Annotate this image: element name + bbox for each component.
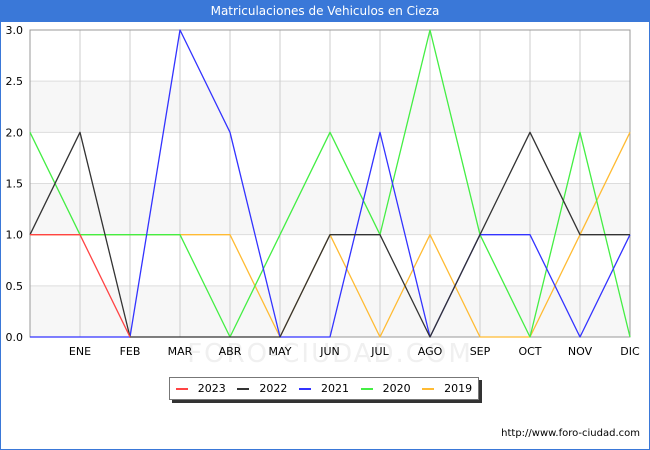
legend-item-2021: 2021 — [298, 382, 349, 395]
x-tick-label: SEP — [470, 345, 491, 358]
legend-item-2022: 2022 — [237, 382, 287, 395]
footer-url: http://www.foro-ciudad.com — [501, 428, 640, 439]
series-line-2020 — [29, 29, 631, 338]
x-axis-ticks: ENE FEB MAR ABR MAY JUN JUL AGO SEP OCT NOV DIC — [69, 345, 640, 358]
legend-swatch — [422, 387, 435, 390]
legend-label: 2019 — [444, 382, 473, 395]
watermark: FORO-CIUDAD.COM — [187, 339, 473, 369]
y-tick-label: 3.0 — [6, 24, 24, 37]
x-tick-label: JUL — [370, 345, 389, 358]
y-axis-ticks: 0.0 0.5 1.0 1.5 2.0 2.5 3.0 — [6, 24, 24, 344]
legend-swatch — [298, 387, 311, 390]
legend-item-2019: 2019 — [422, 382, 472, 395]
x-tick-label: JUN — [319, 345, 340, 358]
legend-label: 2021 — [320, 382, 349, 395]
x-tick-label: ABR — [219, 345, 242, 358]
y-tick-label: 0.0 — [6, 331, 24, 344]
legend: 2023 2022 2021 2020 2019 — [169, 377, 479, 400]
x-tick-label: MAY — [269, 345, 292, 358]
x-tick-label: DIC — [620, 345, 640, 358]
y-tick-label: 2.0 — [6, 126, 24, 139]
legend-swatch — [175, 387, 188, 390]
y-tick-label: 1.5 — [6, 178, 24, 191]
x-tick-label: NOV — [568, 345, 593, 358]
x-tick-label: ENE — [69, 345, 91, 358]
legend-swatch — [237, 387, 250, 390]
x-tick-label: MAR — [168, 345, 193, 358]
series-line-2023 — [30, 234, 131, 338]
legend-item-2020: 2020 — [360, 382, 411, 395]
legend-label: 2020 — [382, 382, 411, 395]
x-tick-label: AGO — [418, 345, 443, 358]
x-tick-label: OCT — [518, 345, 541, 358]
y-tick-label: 0.5 — [6, 280, 24, 293]
legend-label: 2022 — [259, 382, 288, 395]
legend-label: 2023 — [197, 382, 226, 395]
x-tick-label: FEB — [120, 345, 141, 358]
legend-swatch — [360, 387, 373, 390]
chart-title: Matriculaciones de Vehiculos en Cieza — [0, 0, 650, 22]
series-lines — [29, 29, 631, 338]
y-tick-label: 2.5 — [6, 75, 24, 88]
y-tick-label: 1.0 — [6, 229, 24, 242]
legend-item-2023: 2023 — [175, 382, 226, 395]
